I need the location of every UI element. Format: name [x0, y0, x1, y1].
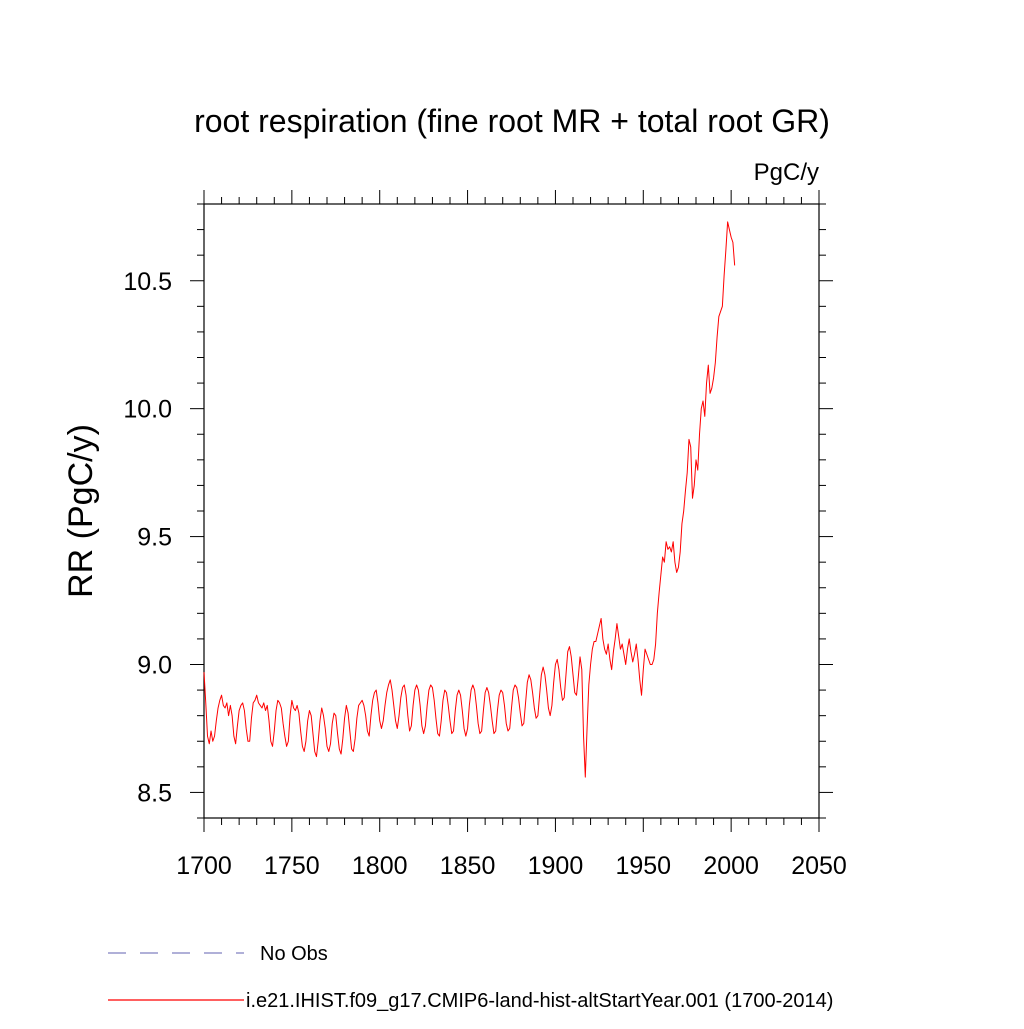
x-tick-label: 1850 [440, 852, 496, 880]
x-tick-label: 1750 [264, 852, 320, 880]
y-tick-label: 10.0 [123, 396, 172, 424]
units-label: PgC/y [754, 159, 819, 186]
y-tick-label: 10.5 [123, 268, 172, 296]
y-tick-label: 9.0 [137, 652, 172, 680]
x-tick-label: 2050 [791, 852, 847, 880]
x-tick-label: 2000 [703, 852, 759, 880]
y-tick-label: 9.5 [137, 524, 172, 552]
y-tick-label: 8.5 [137, 779, 172, 807]
chart-title: root respiration (fine root MR + total r… [194, 103, 830, 139]
plot-frame [203, 203, 820, 819]
x-axis-tick-labels: 1700 1750 1800 1850 1900 1950 2000 2050 [176, 852, 847, 880]
x-tick-label: 1700 [176, 852, 232, 880]
series-line [203, 221, 736, 778]
x-tick-label: 1900 [528, 852, 584, 880]
y-axis-tick-labels: 8.5 9.0 9.5 10.0 10.5 [123, 268, 172, 808]
y-axis-title: RR (PgC/y) [62, 424, 100, 598]
x-tick-label: 1800 [352, 852, 408, 880]
series-group [203, 221, 736, 778]
x-tick-label: 1950 [615, 852, 671, 880]
legend-obs-label: No Obs [260, 943, 328, 965]
legend: No Obs i.e21.IHIST.f09_g17.CMIP6-land-hi… [108, 943, 833, 1012]
axis-ticks [190, 190, 833, 832]
legend-model-label: i.e21.IHIST.f09_g17.CMIP6-land-hist-altS… [246, 990, 833, 1012]
